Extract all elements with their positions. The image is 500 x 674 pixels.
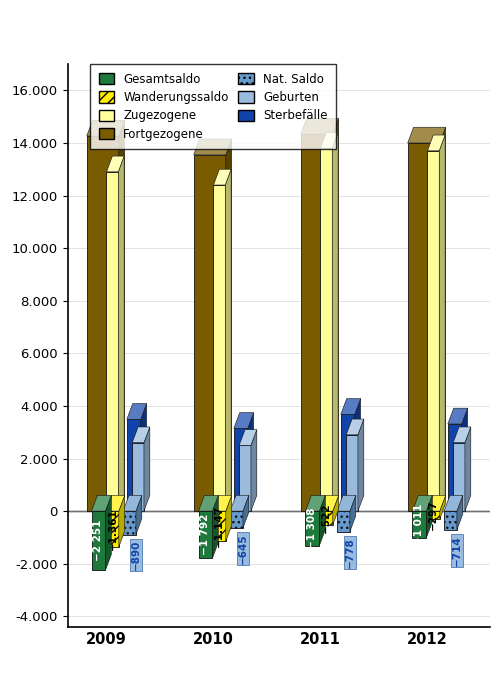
Text: −1 011: −1 011 bbox=[414, 503, 424, 545]
Polygon shape bbox=[306, 495, 326, 511]
Text: −714: −714 bbox=[452, 535, 462, 566]
Legend: Gesamtsaldo, Wanderungssaldo, Zugezogene, Fortgezogene, Nat. Saldo, Geburten, St: Gesamtsaldo, Wanderungssaldo, Zugezogene… bbox=[90, 64, 336, 149]
Polygon shape bbox=[320, 132, 338, 148]
Polygon shape bbox=[213, 495, 232, 511]
Bar bbox=[412, 511, 426, 538]
Polygon shape bbox=[440, 495, 446, 519]
Bar bbox=[427, 511, 440, 519]
Polygon shape bbox=[226, 139, 232, 511]
Bar bbox=[448, 424, 462, 511]
Text: Bevölkerungsentwicklung insgesamt: Bevölkerungsentwicklung insgesamt bbox=[84, 9, 416, 24]
Bar bbox=[106, 172, 118, 511]
Text: −645: −645 bbox=[238, 533, 248, 564]
Bar bbox=[198, 511, 212, 558]
Bar bbox=[106, 511, 119, 547]
Bar bbox=[320, 511, 333, 525]
Polygon shape bbox=[333, 495, 338, 525]
Polygon shape bbox=[448, 408, 468, 424]
Bar bbox=[408, 143, 440, 511]
Polygon shape bbox=[320, 495, 338, 511]
Bar bbox=[239, 446, 251, 511]
Bar bbox=[86, 136, 119, 511]
Bar bbox=[123, 511, 136, 534]
Bar bbox=[230, 511, 243, 528]
Bar bbox=[341, 415, 354, 511]
Bar bbox=[337, 511, 350, 532]
Text: −1 308: −1 308 bbox=[308, 508, 318, 549]
Polygon shape bbox=[453, 427, 471, 443]
Polygon shape bbox=[350, 495, 356, 532]
Polygon shape bbox=[457, 495, 463, 530]
Polygon shape bbox=[462, 408, 468, 511]
Polygon shape bbox=[106, 156, 124, 172]
Polygon shape bbox=[346, 419, 364, 435]
Polygon shape bbox=[439, 135, 445, 511]
Text: im Oberbergischen Kreis: im Oberbergischen Kreis bbox=[138, 37, 362, 52]
Polygon shape bbox=[251, 429, 257, 511]
Polygon shape bbox=[214, 169, 231, 185]
Text: −1.147: −1.147 bbox=[214, 506, 224, 547]
Bar bbox=[194, 155, 226, 511]
Polygon shape bbox=[320, 495, 326, 545]
Polygon shape bbox=[248, 412, 254, 511]
Polygon shape bbox=[440, 127, 446, 511]
Bar bbox=[320, 148, 332, 511]
Polygon shape bbox=[198, 495, 218, 511]
Polygon shape bbox=[412, 495, 432, 511]
Polygon shape bbox=[119, 120, 124, 511]
Polygon shape bbox=[226, 495, 232, 541]
Polygon shape bbox=[444, 495, 463, 511]
Polygon shape bbox=[358, 419, 364, 511]
Polygon shape bbox=[230, 495, 249, 511]
Polygon shape bbox=[212, 495, 218, 558]
Polygon shape bbox=[333, 119, 338, 511]
Polygon shape bbox=[86, 120, 124, 136]
Polygon shape bbox=[426, 495, 432, 538]
Polygon shape bbox=[194, 139, 232, 155]
Text: −522: −522 bbox=[322, 503, 332, 533]
Text: −1.361: −1.361 bbox=[108, 508, 118, 550]
Bar bbox=[444, 511, 457, 530]
Bar bbox=[214, 185, 226, 511]
Text: −297: −297 bbox=[428, 499, 438, 530]
Bar bbox=[213, 511, 226, 541]
Polygon shape bbox=[136, 495, 142, 534]
Polygon shape bbox=[239, 429, 257, 446]
Bar bbox=[428, 151, 439, 511]
Bar bbox=[234, 429, 247, 511]
Polygon shape bbox=[337, 495, 356, 511]
Polygon shape bbox=[354, 398, 360, 511]
Polygon shape bbox=[106, 495, 112, 570]
Polygon shape bbox=[465, 427, 471, 511]
Text: −778: −778 bbox=[345, 537, 355, 568]
Bar bbox=[453, 443, 465, 511]
Bar bbox=[127, 419, 140, 511]
Bar bbox=[346, 435, 358, 511]
Polygon shape bbox=[119, 495, 124, 547]
Text: −2 251: −2 251 bbox=[94, 520, 104, 561]
Polygon shape bbox=[123, 495, 142, 511]
Polygon shape bbox=[106, 495, 124, 511]
Polygon shape bbox=[408, 127, 446, 143]
Polygon shape bbox=[243, 495, 249, 528]
Bar bbox=[300, 134, 333, 511]
Polygon shape bbox=[127, 404, 146, 419]
Polygon shape bbox=[341, 398, 360, 415]
Polygon shape bbox=[144, 427, 150, 511]
Bar bbox=[92, 511, 106, 570]
Polygon shape bbox=[428, 135, 445, 151]
Polygon shape bbox=[427, 495, 446, 511]
Polygon shape bbox=[140, 404, 146, 511]
Polygon shape bbox=[300, 119, 339, 134]
Polygon shape bbox=[332, 132, 338, 511]
Polygon shape bbox=[118, 156, 124, 511]
Polygon shape bbox=[132, 427, 150, 443]
Bar bbox=[132, 443, 144, 511]
Bar bbox=[306, 511, 320, 545]
Polygon shape bbox=[226, 169, 231, 511]
Text: −890: −890 bbox=[131, 540, 141, 570]
Polygon shape bbox=[234, 412, 254, 429]
Polygon shape bbox=[92, 495, 112, 511]
Text: −1 792: −1 792 bbox=[200, 514, 210, 555]
